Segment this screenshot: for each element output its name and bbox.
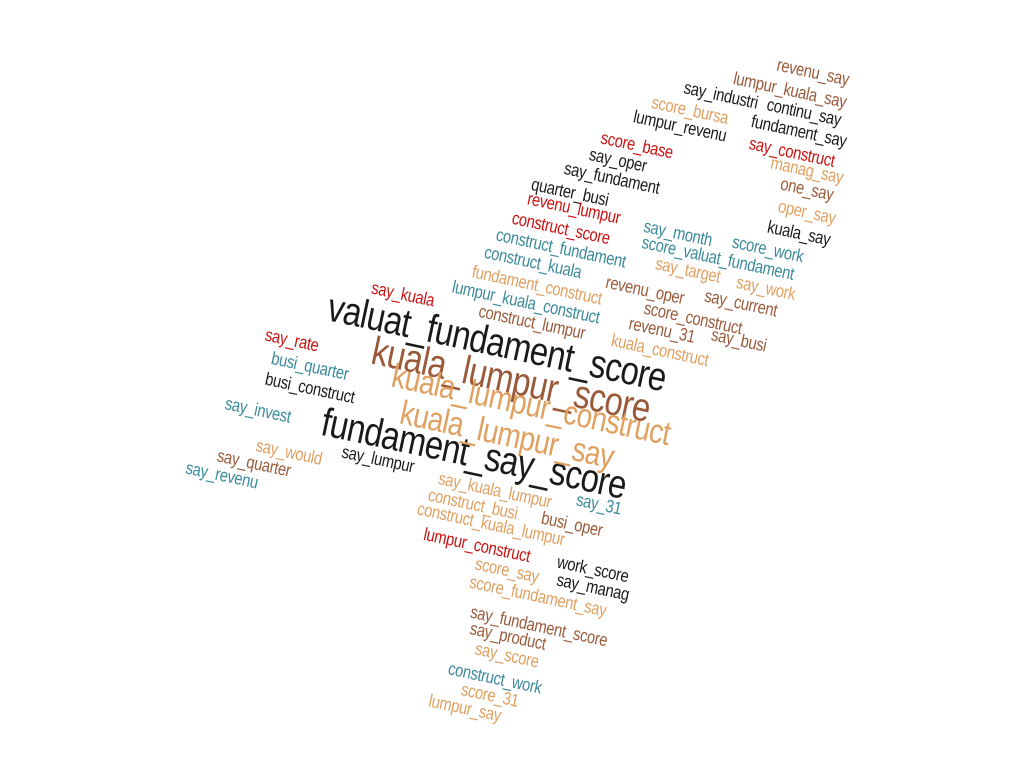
cloud-word: say_busi [709,324,769,356]
cloud-word: say_invest [223,393,293,427]
